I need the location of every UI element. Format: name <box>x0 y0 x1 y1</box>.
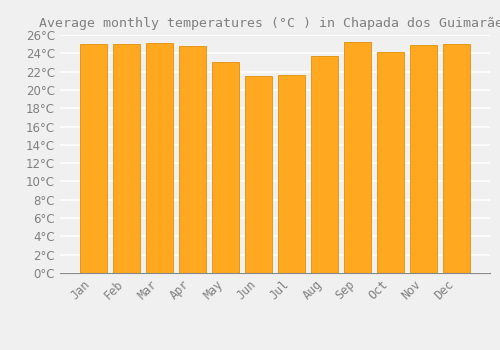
Bar <box>278 75 305 273</box>
Bar <box>146 43 173 273</box>
Bar <box>179 46 206 273</box>
Bar <box>212 62 239 273</box>
Bar <box>112 44 140 273</box>
Bar <box>80 44 106 273</box>
Title: Average monthly temperatures (°C ) in Chapada dos Guimarães: Average monthly temperatures (°C ) in Ch… <box>39 17 500 30</box>
Bar <box>410 45 438 273</box>
Bar <box>245 76 272 273</box>
Bar <box>311 56 338 273</box>
Bar <box>377 52 404 273</box>
Bar <box>444 44 470 273</box>
Bar <box>344 42 371 273</box>
